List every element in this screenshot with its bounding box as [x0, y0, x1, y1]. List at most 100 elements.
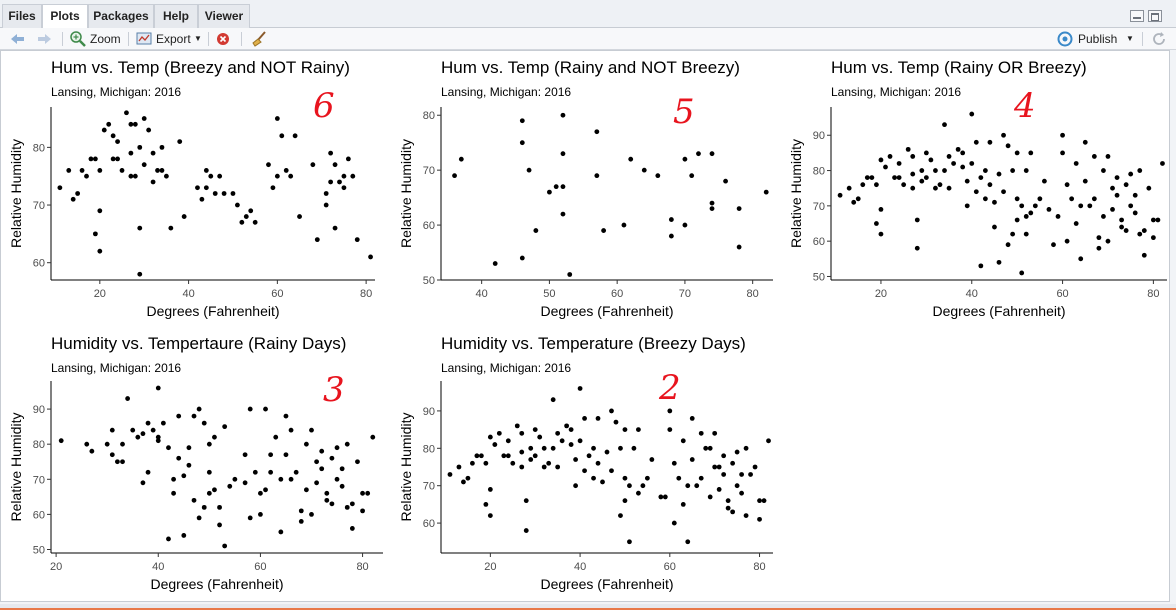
data-point	[541, 445, 547, 451]
data-point	[526, 167, 532, 173]
tab-viewer[interactable]: Viewer	[198, 4, 250, 28]
data-point	[622, 498, 628, 504]
pane-tab-bar: Files Plots Packages Help Viewer	[0, 0, 1176, 29]
back-button[interactable]	[8, 30, 26, 48]
data-point	[298, 519, 304, 524]
y-tick-label: 80	[813, 166, 825, 178]
data-point	[978, 175, 984, 181]
pane-bottom-border	[0, 604, 1176, 610]
clear-all-plots-button[interactable]	[250, 30, 268, 48]
refresh-button[interactable]	[1150, 30, 1168, 48]
data-point	[601, 228, 607, 233]
data-point	[137, 144, 143, 150]
data-point	[247, 406, 253, 412]
data-point	[964, 203, 970, 209]
forward-button[interactable]	[36, 30, 54, 48]
data-point	[252, 469, 258, 475]
data-point	[978, 263, 984, 269]
data-point	[155, 434, 161, 440]
tab-plots[interactable]: Plots	[42, 4, 88, 29]
data-point	[110, 133, 116, 139]
data-point	[1064, 182, 1070, 188]
data-point	[594, 129, 600, 135]
tab-help[interactable]: Help	[154, 4, 198, 28]
handwritten-annotation: 5	[673, 92, 695, 132]
data-point	[709, 206, 715, 212]
data-point	[230, 191, 236, 196]
data-point	[368, 254, 373, 260]
data-point	[878, 231, 884, 237]
maximize-pane-button[interactable]	[1148, 10, 1162, 22]
data-point	[349, 526, 355, 531]
data-point	[883, 164, 888, 170]
data-point	[837, 192, 843, 198]
data-point	[752, 464, 758, 470]
data-point	[668, 217, 674, 222]
data-point	[519, 449, 525, 455]
x-tick-label: 60	[611, 288, 623, 300]
data-point	[341, 185, 347, 191]
plot-title: Humidity vs. Temperature (Breezy Days)	[441, 334, 746, 353]
data-point	[510, 460, 516, 466]
data-point	[1141, 252, 1147, 258]
data-point	[568, 442, 574, 447]
publish-label: Publish	[1078, 32, 1118, 46]
data-point	[125, 396, 131, 401]
data-point	[721, 453, 727, 459]
plot-title: Humidity vs. Tempertaure (Rainy Days)	[51, 334, 346, 353]
data-point	[159, 144, 165, 150]
data-point	[919, 168, 925, 173]
data-point	[987, 139, 993, 145]
data-point	[577, 438, 583, 444]
y-tick-label: 70	[33, 474, 45, 486]
data-point	[186, 445, 192, 451]
data-point	[370, 434, 376, 440]
zoom-button[interactable]: Zoom	[69, 30, 123, 48]
data-point	[937, 182, 943, 188]
data-point	[723, 178, 728, 184]
data-point	[263, 406, 268, 412]
data-point	[532, 427, 538, 433]
data-point	[869, 175, 875, 181]
data-point	[171, 476, 176, 482]
x-axis-label: Degrees (Fahrenheit)	[540, 576, 673, 592]
data-point	[905, 146, 911, 152]
data-point	[329, 501, 335, 507]
data-point	[323, 191, 329, 196]
data-point	[709, 151, 715, 157]
data-point	[923, 150, 929, 156]
publish-button[interactable]: Publish ▼	[1056, 30, 1136, 48]
data-point	[707, 445, 713, 451]
data-point	[319, 466, 325, 472]
data-point	[874, 182, 879, 188]
remove-plot-button[interactable]	[214, 30, 232, 48]
data-point	[201, 420, 207, 426]
data-point	[996, 259, 1002, 265]
data-point	[137, 271, 143, 277]
export-menu-button[interactable]: Export ▼	[135, 30, 205, 48]
data-point	[1005, 242, 1011, 248]
data-point	[1160, 161, 1165, 166]
y-tick-label: 60	[33, 258, 45, 270]
data-point	[278, 529, 284, 535]
data-point	[115, 156, 120, 162]
data-point	[595, 460, 601, 466]
data-point	[514, 423, 520, 429]
minimize-pane-button[interactable]	[1130, 10, 1144, 22]
data-point	[496, 430, 502, 436]
tab-files[interactable]: Files	[2, 4, 42, 28]
data-point	[239, 219, 245, 225]
data-point	[682, 156, 688, 162]
y-axis-label: Relative Humidity	[788, 139, 804, 248]
x-axis-label: Degrees (Fahrenheit)	[150, 576, 283, 592]
data-point	[57, 185, 63, 191]
data-point	[270, 185, 276, 191]
tab-packages[interactable]: Packages	[88, 4, 154, 28]
y-tick-label: 70	[813, 201, 825, 213]
data-point	[621, 222, 627, 228]
data-point	[119, 168, 125, 173]
data-point	[160, 420, 166, 426]
data-point	[115, 139, 120, 144]
data-point	[109, 452, 115, 458]
data-point	[89, 448, 95, 454]
